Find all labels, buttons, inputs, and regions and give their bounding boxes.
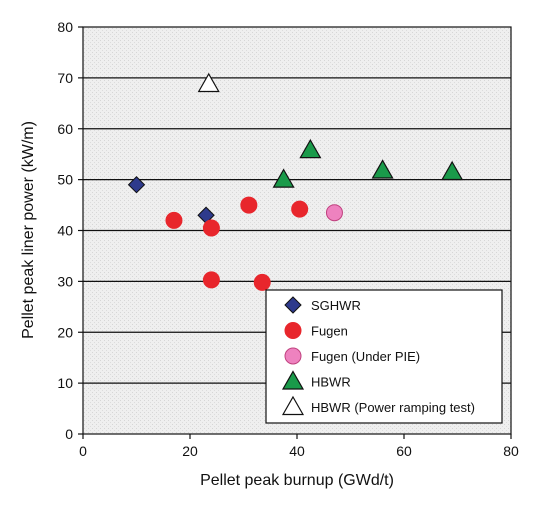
data-point [291, 200, 309, 218]
x-tick-label: 40 [289, 443, 305, 459]
y-tick-label: 70 [57, 70, 73, 86]
legend-box [265, 289, 503, 424]
data-point [240, 196, 258, 214]
x-tick-label: 80 [503, 443, 519, 459]
data-point [371, 159, 394, 179]
legend-marker [284, 296, 302, 314]
data-point [202, 271, 220, 289]
legend-marker [281, 395, 305, 416]
x-tick-label: 20 [182, 443, 198, 459]
y-tick-label: 0 [65, 426, 73, 442]
data-point [325, 204, 343, 222]
y-tick-label: 80 [57, 19, 73, 35]
y-tick-label: 30 [57, 273, 73, 289]
legend-marker [284, 322, 302, 339]
axis-ticks: 0 10 20 30 40 50 60 70 80 0 20 40 60 80 [57, 19, 519, 459]
legend-marker [281, 370, 305, 390]
legend-label: Fugen [311, 324, 348, 339]
data-point [197, 72, 220, 93]
x-tick-label: 60 [396, 443, 412, 459]
legend-label: HBWR (Power ramping test) [311, 400, 475, 415]
legend-label: Fugen (Under PIE) [311, 349, 420, 364]
data-markers [127, 72, 464, 291]
y-tick-label: 60 [57, 121, 73, 137]
data-point [127, 176, 146, 194]
data-point [441, 160, 464, 181]
data-point [299, 138, 322, 159]
legend-marker [284, 347, 302, 365]
legend-label: HBWR [311, 375, 351, 390]
data-point [202, 219, 220, 237]
y-tick-label: 40 [57, 223, 73, 239]
y-tick-label: 10 [57, 375, 73, 391]
data-point [253, 273, 271, 291]
y-axis-label: Pellet peak liner power (kW/m) [20, 121, 37, 339]
x-axis-label: Pellet peak burnup (GWd/t) [200, 472, 394, 489]
data-point [272, 168, 295, 188]
legend: SGHWR Fugen Fugen (Under PIE) HBWR HBWR (Pow… [265, 289, 503, 424]
data-point [165, 211, 183, 229]
x-tick-label: 0 [79, 443, 87, 459]
legend-label: SGHWR [311, 298, 361, 313]
y-tick-label: 20 [57, 324, 73, 340]
y-tick-label: 50 [57, 172, 73, 188]
